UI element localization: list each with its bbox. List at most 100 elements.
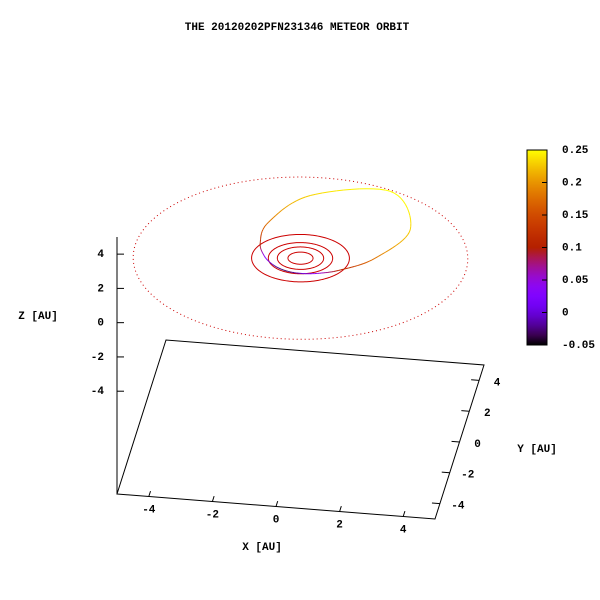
meteor-orbit (365, 260, 370, 264)
meteor-orbit (336, 189, 344, 192)
x-tick (211, 495, 215, 502)
meteor-orbit (388, 247, 393, 251)
z-tick-label: 0 (97, 318, 104, 330)
meteor-orbit (408, 211, 411, 216)
meteor-orbit (261, 251, 264, 254)
x-tick (275, 500, 279, 507)
colorbar-tick-label: 0.15 (562, 210, 589, 222)
meteor-orbit (262, 252, 264, 255)
meteor-orbit (322, 191, 330, 194)
meteor-orbit (402, 200, 406, 205)
meteor-orbit (270, 217, 274, 221)
y-tick-label: 0 (474, 439, 481, 451)
y-axis-label: Y [AU] (517, 444, 557, 456)
meteor-orbit (340, 268, 344, 271)
meteor-orbit (335, 270, 339, 272)
colorbar-tick-label: -0.05 (562, 340, 595, 352)
meteor-orbit (281, 207, 286, 211)
meteor-orbit (399, 239, 403, 244)
meteor-orbit (408, 229, 411, 233)
meteor-orbit (310, 193, 316, 197)
meteor-orbit (385, 189, 391, 192)
meteor-orbit (274, 265, 276, 267)
meteor-orbit (409, 215, 412, 220)
meteor-orbit (381, 252, 386, 256)
meteor-orbit (275, 212, 279, 216)
z-tick-label: 2 (97, 283, 104, 295)
meteor-orbit (305, 195, 311, 198)
planet-orbit (276, 246, 325, 270)
meteor-orbit (374, 256, 379, 259)
chart-title: THE 20120202PFN231346 METEOR ORBIT (185, 22, 410, 34)
x-tick-label: 0 (273, 514, 280, 526)
y-tick-label: 2 (484, 408, 491, 420)
meteor-orbit (354, 265, 358, 267)
meteor-orbit (263, 254, 265, 257)
meteor-orbit (268, 261, 270, 263)
y-tick (451, 440, 460, 443)
meteor-orbit (384, 249, 389, 253)
meteor-orbit (292, 200, 297, 204)
meteor-orbit (300, 196, 306, 200)
meteor-orbit (268, 219, 272, 223)
y-tick (441, 471, 450, 474)
meteor-orbit (270, 262, 272, 264)
y-tick (471, 379, 480, 381)
meteor-orbit (407, 231, 410, 236)
meteor-orbit (265, 257, 267, 259)
meteor-orbit (267, 260, 270, 262)
colorbar-tick-label: 0.25 (562, 145, 589, 157)
meteor-orbit (265, 258, 268, 260)
meteor-orbit (345, 267, 349, 270)
meteor-orbit (271, 263, 274, 266)
x-tick (148, 490, 151, 497)
meteor-orbit (393, 192, 398, 196)
meteor-orbit (266, 221, 269, 225)
meteor-orbit (348, 266, 352, 269)
meteor-orbit (343, 268, 347, 270)
x-tick-label: 2 (336, 519, 343, 531)
meteor-orbit (392, 245, 397, 249)
y-tick-label: 4 (494, 377, 501, 389)
meteor-orbit (296, 198, 301, 202)
meteor-orbit (359, 263, 364, 266)
colorbar-tick-label: 0.2 (562, 177, 582, 189)
y-tick-label: -4 (451, 501, 465, 513)
planet-orbit (267, 242, 334, 275)
meteor-orbit (272, 215, 277, 219)
x-axis-label: X [AU] (242, 542, 282, 554)
meteor-orbit (315, 192, 323, 195)
meteor-orbit (395, 242, 400, 246)
meteor-orbit (389, 190, 395, 194)
meteor-orbit (368, 259, 373, 262)
meteor-orbit (266, 258, 268, 261)
meteor-orbit (275, 265, 277, 268)
meteor-orbit (262, 227, 265, 231)
meteor-orbit (338, 269, 341, 271)
meteor-orbit (263, 255, 266, 258)
meteor-orbit (272, 264, 274, 266)
colorbar-tick-label: 0 (562, 307, 569, 319)
planet-orbit (287, 251, 314, 265)
y-tick-label: -2 (461, 470, 474, 482)
meteor-orbit (263, 225, 266, 229)
meteor-orbit (262, 253, 265, 256)
meteor-orbit (273, 264, 275, 267)
meteor-orbit (377, 254, 382, 257)
meteor-orbit (278, 210, 282, 214)
y-tick (431, 502, 440, 505)
meteor-orbit (406, 208, 410, 213)
z-tick-label: -4 (91, 386, 105, 398)
colorbar-tick-label: 0.1 (562, 242, 582, 254)
x-tick-label: -4 (142, 504, 156, 516)
meteor-orbit (351, 266, 355, 268)
x-tick (339, 505, 342, 512)
x-tick-label: 4 (400, 524, 407, 536)
meteor-orbit (357, 264, 361, 267)
meteor-orbit (270, 262, 273, 265)
meteor-orbit (261, 231, 263, 234)
meteor-orbit (264, 256, 266, 258)
base-box (116, 339, 485, 520)
z-tick-label: -2 (91, 352, 104, 364)
